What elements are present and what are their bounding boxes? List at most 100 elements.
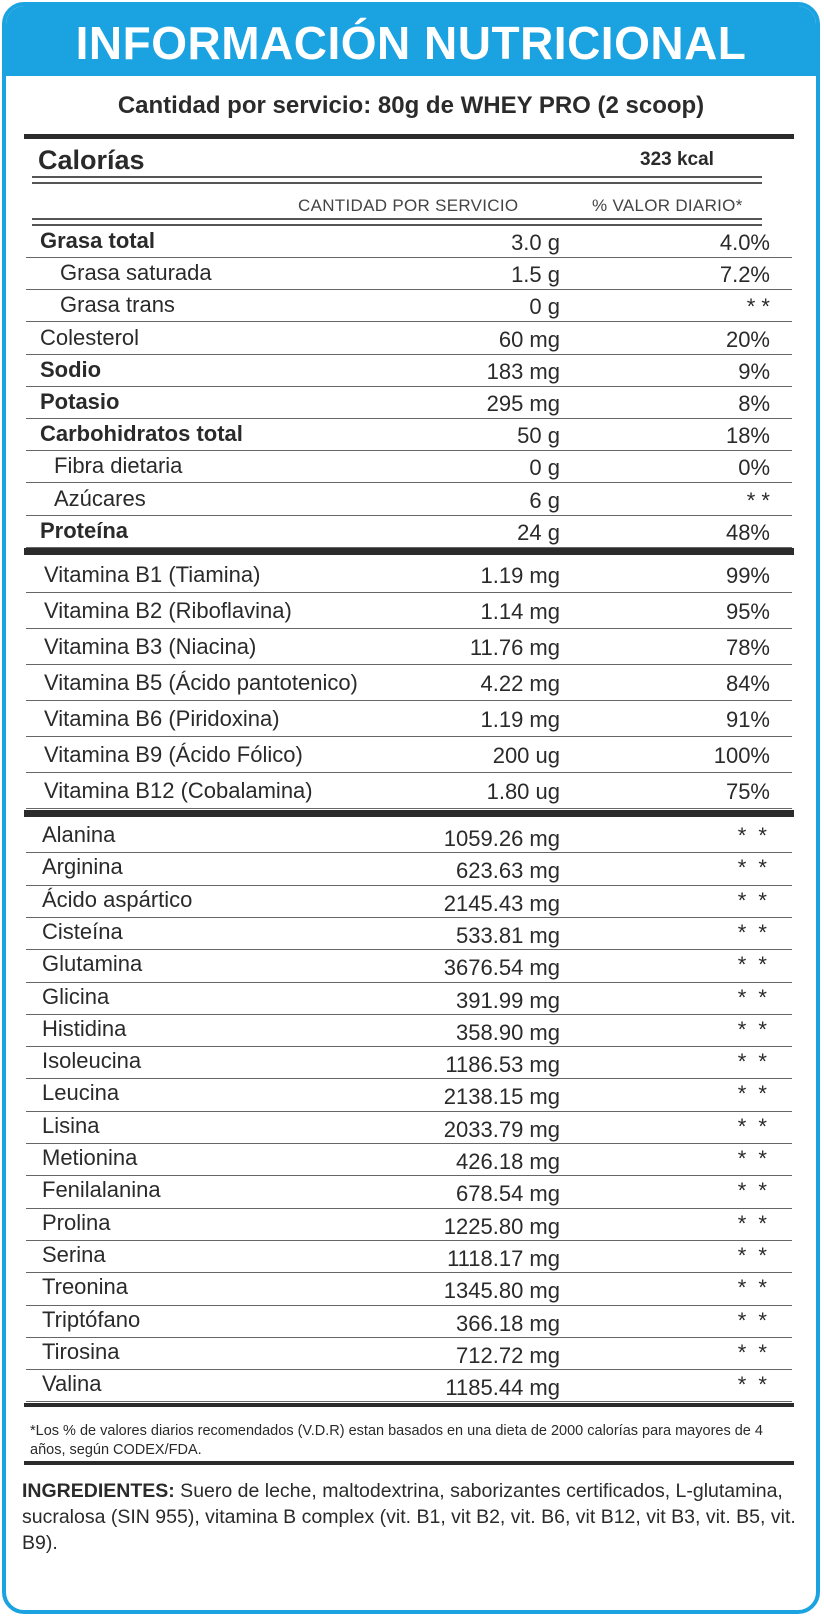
row-name: Treonina bbox=[42, 1274, 129, 1300]
row-daily-value: * * bbox=[737, 1210, 770, 1236]
row-name: Glicina bbox=[42, 983, 110, 1009]
row-quantity: 391.99 mg bbox=[456, 987, 560, 1013]
row-quantity: 60 mg bbox=[498, 326, 560, 352]
row-name: Leucina bbox=[42, 1080, 120, 1106]
row-quantity: 358.90 mg bbox=[456, 1019, 560, 1045]
row-daily-value: * * bbox=[737, 1049, 770, 1075]
row-daily-value: 100% bbox=[713, 743, 770, 768]
table-row: Prolina 1225.80 mg * * bbox=[26, 1209, 792, 1241]
row-daily-value: * * bbox=[737, 1081, 770, 1107]
row-quantity: 1.14 mg bbox=[480, 599, 561, 624]
row-daily-value: * * bbox=[737, 919, 770, 945]
row-quantity: 1.19 mg bbox=[480, 707, 561, 732]
divider-columns-1 bbox=[32, 218, 762, 220]
divider-vitamins bbox=[24, 548, 794, 555]
row-daily-value: 18% bbox=[725, 423, 770, 449]
row-quantity: 623.63 mg bbox=[456, 858, 560, 884]
table-row: Lisina 2033.79 mg * * bbox=[26, 1112, 792, 1145]
row-daily-value: * * bbox=[737, 1016, 770, 1042]
row-name: Sodio bbox=[40, 356, 102, 382]
table-row: Ácido aspártico 2145.43 mg * * bbox=[26, 886, 792, 918]
table-row: Sodio 183 mg 9% bbox=[26, 355, 792, 387]
table-row: Cisteína 533.81 mg * * bbox=[26, 918, 792, 951]
label-title: INFORMACIÓN NUTRICIONAL bbox=[6, 6, 816, 76]
ingredients-label: INGREDIENTES: bbox=[22, 1480, 175, 1502]
ingredients-text: Suero de leche, maltodextrina, saborizan… bbox=[22, 1480, 796, 1554]
row-name: Colesterol bbox=[40, 324, 140, 350]
row-name: Glutamina bbox=[42, 951, 143, 977]
divider-footnote bbox=[24, 1403, 794, 1407]
table-row: Glicina 391.99 mg * * bbox=[26, 983, 792, 1015]
row-quantity: 200 ug bbox=[492, 743, 560, 768]
row-name: Metionina bbox=[42, 1145, 138, 1170]
row-name: Grasa trans bbox=[60, 292, 175, 318]
serving-size: Cantidad por servicio: 80g de WHEY PRO (… bbox=[117, 92, 705, 119]
row-name: Vitamina B1 (Tiamina) bbox=[44, 562, 261, 587]
row-quantity: 1.5 g bbox=[511, 262, 560, 288]
table-row: Potasio 295 mg 8% bbox=[26, 387, 792, 419]
row-quantity: 678.54 mg bbox=[456, 1181, 560, 1207]
calories-value: 323 kcal bbox=[640, 149, 714, 170]
divider-calories-1 bbox=[32, 176, 762, 178]
table-row: Tirosina 712.72 mg * * bbox=[26, 1338, 792, 1371]
table-row: Triptófano 366.18 mg * * bbox=[26, 1306, 792, 1338]
table-row: Metionina 426.18 mg * * bbox=[26, 1144, 792, 1177]
table-row: Valina 1185.44 mg * * bbox=[26, 1370, 792, 1403]
row-quantity: 533.81 mg bbox=[456, 922, 560, 948]
row-name: Vitamina B12 (Cobalamina) bbox=[44, 778, 313, 803]
row-quantity: 183 mg bbox=[486, 358, 560, 384]
row-name: Potasio bbox=[40, 389, 120, 414]
row-name: Proteína bbox=[40, 517, 129, 543]
row-daily-value: 8% bbox=[738, 391, 770, 416]
row-quantity: 11.76 mg bbox=[469, 635, 560, 660]
row-daily-value: 75% bbox=[725, 779, 770, 804]
table-row: Grasa trans 0 g * * bbox=[26, 290, 792, 323]
row-name: Vitamina B6 (Piridoxina) bbox=[44, 706, 280, 731]
table-row: Fibra dietaria 0 g 0% bbox=[26, 451, 792, 484]
row-daily-value: 95% bbox=[725, 599, 770, 624]
row-daily-value: 20% bbox=[725, 326, 770, 352]
row-daily-value: 4.0% bbox=[719, 230, 770, 255]
row-daily-value: * * bbox=[737, 1242, 770, 1268]
row-name: Serina bbox=[42, 1241, 106, 1267]
table-row: Leucina 2138.15 mg * * bbox=[26, 1079, 792, 1112]
row-daily-value: 7.2% bbox=[719, 262, 770, 288]
table-row: Histidina 358.90 mg * * bbox=[26, 1015, 792, 1048]
row-name: Vitamina B5 (Ácido pantotenico) bbox=[44, 670, 358, 695]
row-name: Fibra dietaria bbox=[54, 453, 183, 479]
row-daily-value: 91% bbox=[725, 707, 770, 732]
row-daily-value: * * bbox=[737, 823, 770, 848]
row-quantity: 4.22 mg bbox=[480, 671, 561, 696]
table-row: Carbohidratos total 50 g 18% bbox=[26, 419, 792, 452]
row-quantity: 366.18 mg bbox=[456, 1310, 560, 1336]
row-quantity: 2033.79 mg bbox=[443, 1116, 560, 1142]
table-row: Vitamina B9 (Ácido Fólico) 200 ug 100% bbox=[26, 737, 792, 773]
table-row: Isoleucina 1186.53 mg * * bbox=[26, 1047, 792, 1080]
table-row: Grasa total 3.0 g 4.0% bbox=[26, 226, 792, 258]
row-name: Isoleucina bbox=[42, 1048, 142, 1074]
row-quantity: 1.80 ug bbox=[486, 779, 560, 804]
row-daily-value: * * bbox=[737, 855, 770, 881]
row-quantity: 3676.54 mg bbox=[443, 955, 560, 981]
row-daily-value: * * bbox=[737, 952, 770, 978]
row-daily-value: * * bbox=[737, 1178, 770, 1204]
column-header-daily-value: % VALOR DIARIO* bbox=[592, 196, 743, 215]
table-row: Serina 1118.17 mg * * bbox=[26, 1241, 792, 1274]
row-name: Tirosina bbox=[42, 1338, 120, 1364]
row-name: Valina bbox=[42, 1371, 102, 1397]
calories-label: Calorías bbox=[38, 145, 145, 175]
row-daily-value: 84% bbox=[725, 671, 770, 696]
table-row: Colesterol 60 mg 20% bbox=[26, 323, 792, 355]
table-row: Proteína 24 g 48% bbox=[26, 516, 792, 548]
row-daily-value: * * bbox=[737, 1307, 770, 1333]
row-quantity: 50 g bbox=[517, 423, 560, 449]
row-daily-value: * * bbox=[737, 984, 770, 1010]
row-daily-value: * * bbox=[737, 887, 770, 913]
row-quantity: 712.72 mg bbox=[456, 1342, 560, 1368]
table-row: Vitamina B12 (Cobalamina) 1.80 ug 75% bbox=[26, 773, 792, 809]
row-daily-value: * * bbox=[737, 1339, 770, 1365]
row-daily-value: 9% bbox=[738, 358, 770, 384]
row-quantity: 0 g bbox=[529, 455, 560, 481]
divider-top bbox=[24, 134, 794, 139]
row-name: Triptófano bbox=[42, 1306, 141, 1332]
